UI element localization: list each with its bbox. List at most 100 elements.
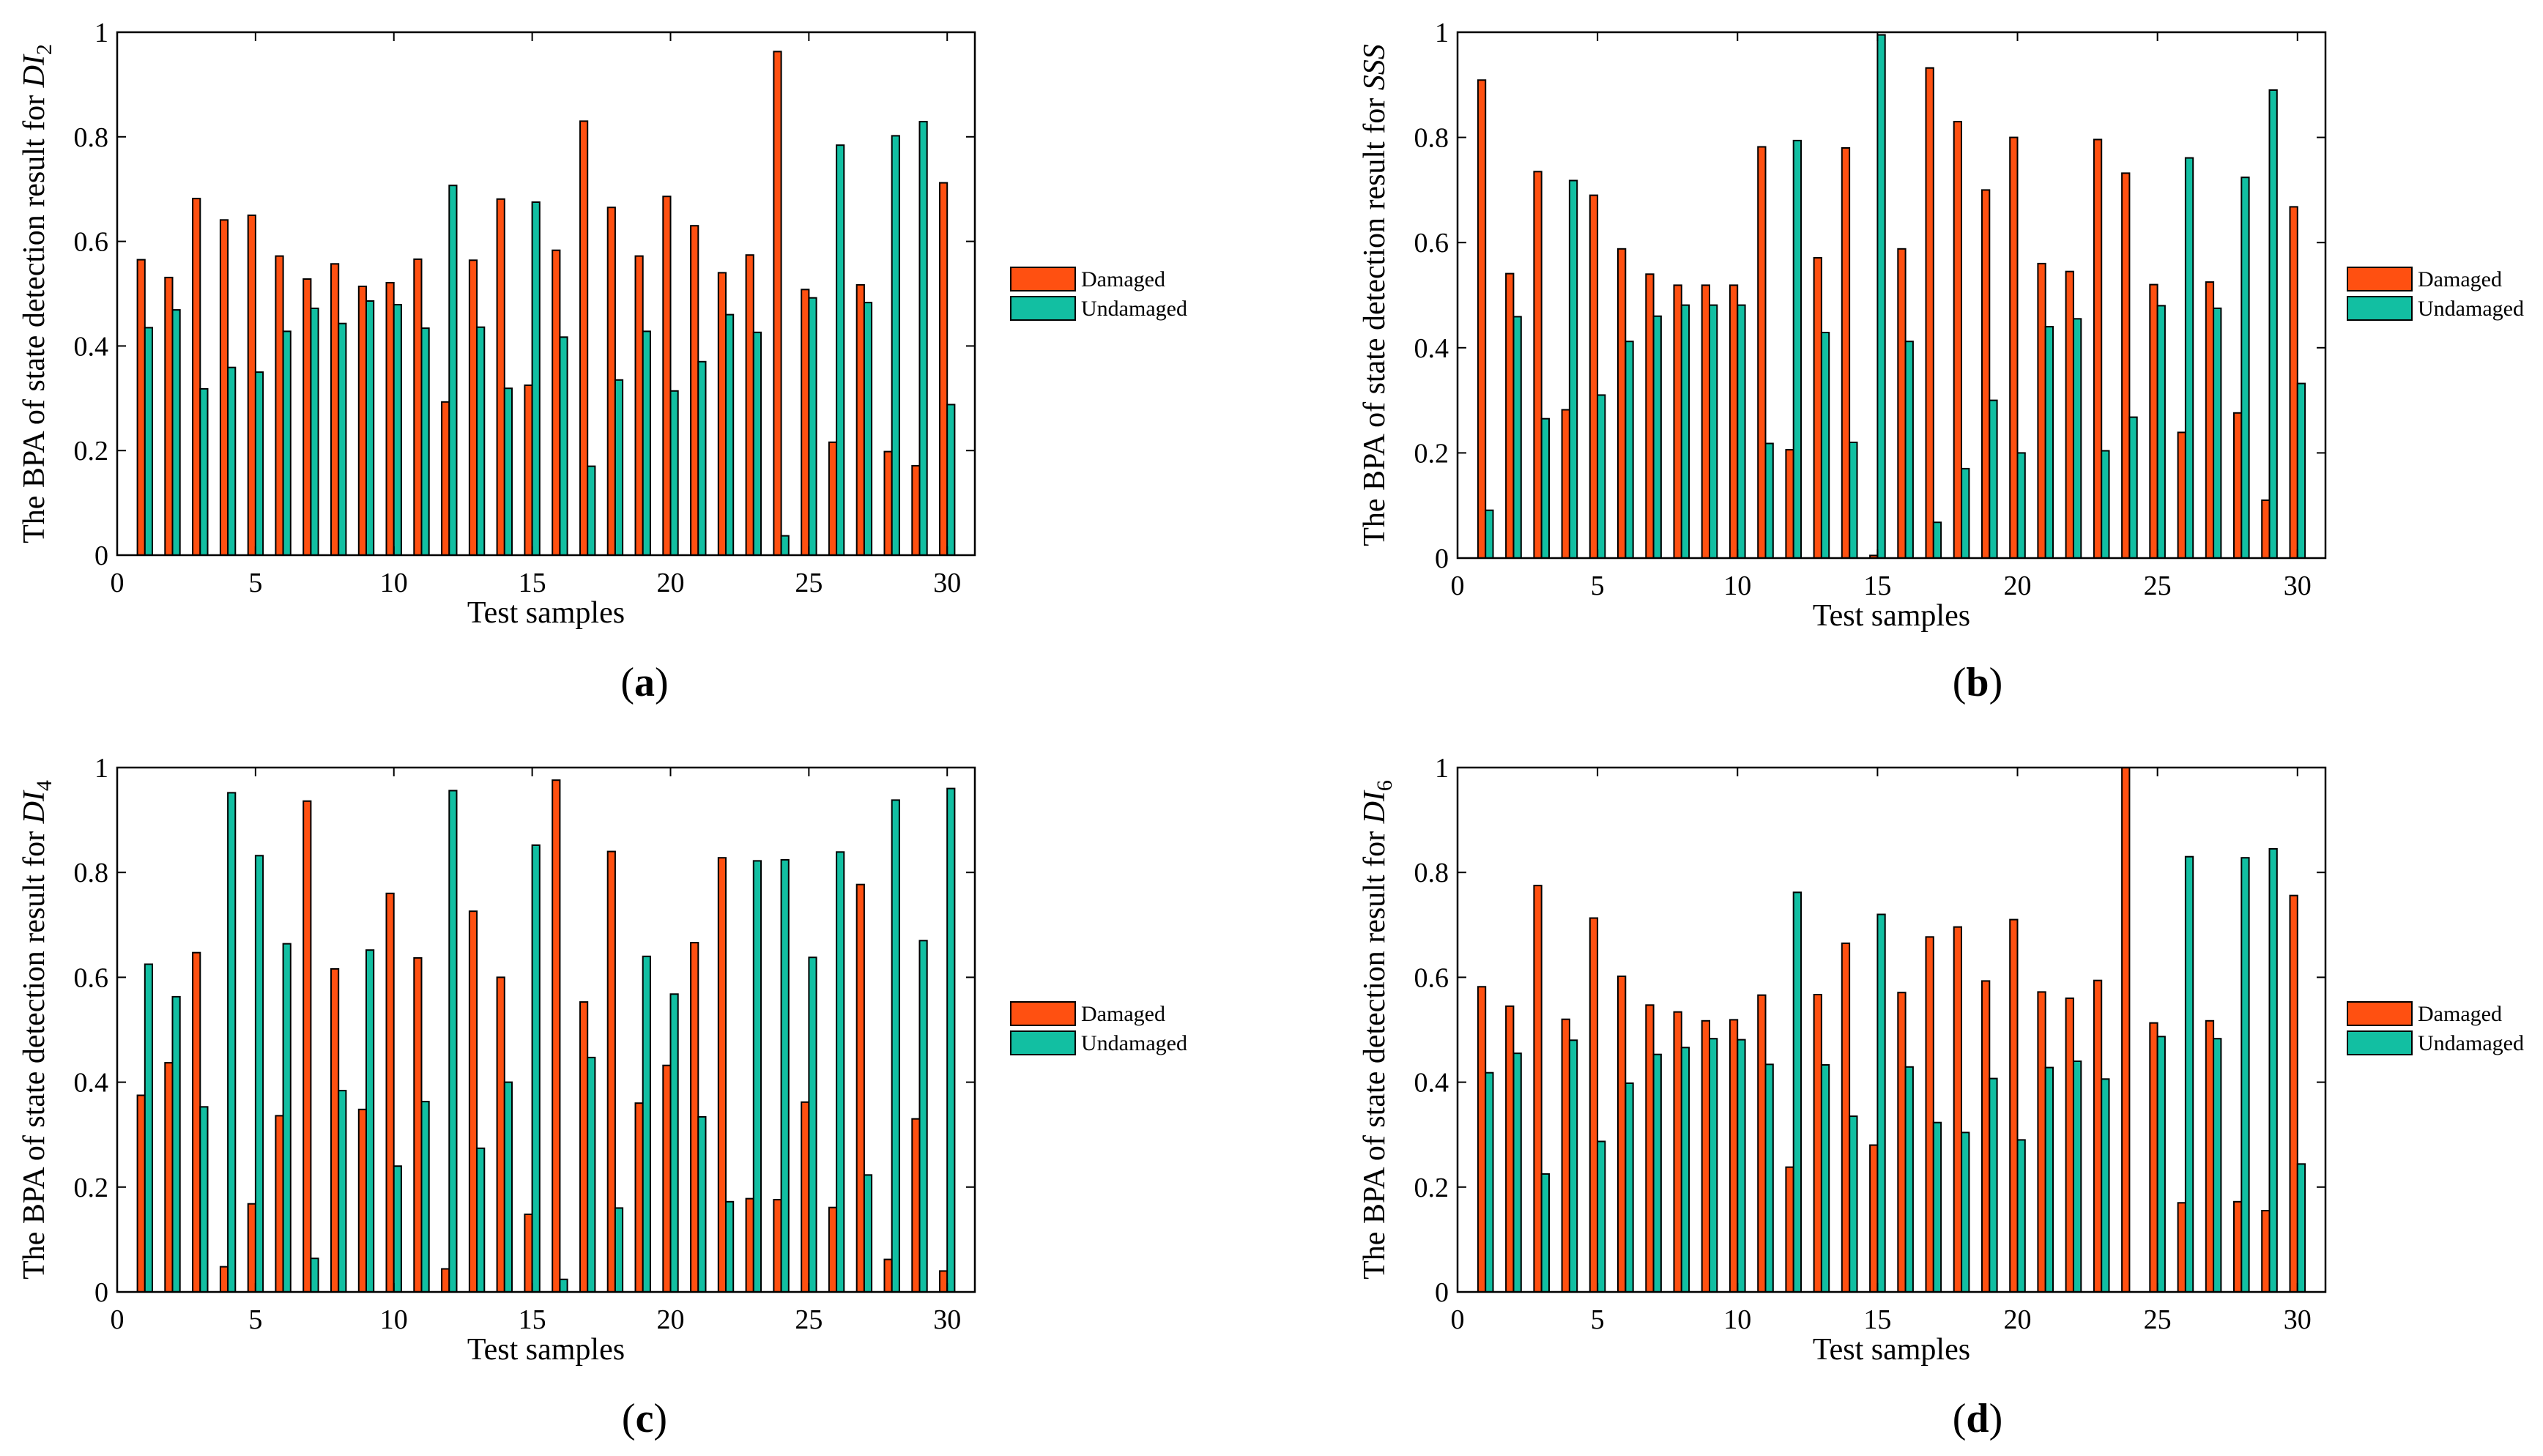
x-axis-label: Test samples <box>1813 599 1970 633</box>
panel-caption: (d) <box>1953 1396 2002 1441</box>
bar-damaged <box>164 276 174 556</box>
bar-undamaged <box>1737 1039 1746 1293</box>
bar-damaged <box>1589 194 1599 559</box>
bar-undamaged <box>1820 332 1830 559</box>
bar-undamaged <box>1568 179 1578 559</box>
bar-undamaged <box>642 330 651 556</box>
x-axis-label: Test samples <box>1813 1333 1970 1367</box>
bar-undamaged <box>1680 304 1690 559</box>
x-tick-label: 15 <box>519 568 546 598</box>
x-tick-label: 30 <box>2284 1304 2312 1335</box>
x-tick-label: 15 <box>1863 1304 1891 1335</box>
panel-caption: (a) <box>620 660 668 705</box>
y-axis-label: The BPA of state detection result for DI… <box>18 44 56 543</box>
bar-damaged <box>552 779 561 1293</box>
bar-damaged <box>219 1266 229 1293</box>
bar-undamaged <box>2128 416 2138 559</box>
bar-undamaged <box>310 1258 319 1293</box>
bar-damaged <box>1813 257 1822 559</box>
legend-label-undamaged: Undamaged <box>1081 297 1187 321</box>
bar-damaged <box>1645 273 1655 559</box>
bar-damaged <box>552 249 561 556</box>
y-axis-label-text: The BPA of state detection result for <box>18 87 51 543</box>
bar-damaged <box>136 259 146 556</box>
y-tick-label: 0.6 <box>74 227 109 258</box>
bar-damaged <box>496 976 505 1293</box>
y-axis-label: The BPA of state detection result for SS… <box>1358 44 1392 546</box>
bar-damaged <box>1897 248 1907 559</box>
bar-undamaged <box>946 404 956 557</box>
plot-frame <box>1456 766 2327 1293</box>
bar-damaged <box>192 951 201 1293</box>
bar-damaged <box>1981 980 1991 1293</box>
y-axis-label: The BPA of state detection result for DI… <box>1358 780 1397 1279</box>
bar-damaged <box>2121 767 2131 1293</box>
y-tick-label: 0.6 <box>1414 228 1449 259</box>
bar-damaged <box>1757 146 1767 559</box>
bar-damaged <box>2093 979 2103 1293</box>
bar-undamaged <box>1792 139 1802 559</box>
bar-undamaged <box>476 1147 486 1293</box>
bar-damaged <box>634 255 644 556</box>
bar-undamaged <box>199 1106 209 1293</box>
bar-undamaged <box>1961 1132 1970 1293</box>
x-tick-label: 15 <box>1863 571 1891 601</box>
bar-damaged <box>690 942 699 1293</box>
bar-undamaged <box>669 390 679 556</box>
y-tick-label: 0 <box>94 1277 108 1308</box>
plot-frame <box>116 31 976 557</box>
bar-undamaged <box>503 1081 513 1293</box>
bar-damaged <box>2065 998 2074 1293</box>
bar-undamaged <box>144 963 154 1293</box>
bar-damaged <box>1785 1166 1794 1293</box>
bar-undamaged <box>2073 1061 2082 1293</box>
bar-undamaged <box>1540 1173 1550 1293</box>
bar-damaged <box>1925 67 1934 560</box>
bar-damaged <box>1729 284 1739 559</box>
legend: Damaged Undamaged <box>1010 1001 1187 1055</box>
bar-damaged <box>1533 171 1542 560</box>
legend-label-damaged: Damaged <box>2418 267 2502 291</box>
bar-damaged <box>855 283 865 556</box>
y-tick-label: 0.8 <box>74 122 109 153</box>
bar-undamaged <box>2296 382 2306 559</box>
legend: Damaged Undamaged <box>2347 267 2524 321</box>
x-tick-label: 30 <box>933 568 961 598</box>
bar-damaged <box>773 51 782 556</box>
legend-label-undamaged: Undamaged <box>2418 1031 2524 1055</box>
bar-undamaged <box>2184 157 2194 560</box>
bar-undamaged <box>780 859 790 1293</box>
bar-damaged <box>302 278 312 556</box>
x-tick-label: 20 <box>656 568 684 598</box>
bar-undamaged <box>365 300 375 556</box>
legend-swatch-undamaged <box>1010 296 1076 321</box>
bar-damaged <box>1477 986 1487 1293</box>
x-tick-label: 25 <box>2144 571 2172 601</box>
bar-damaged <box>2009 918 2019 1293</box>
bar-damaged <box>717 272 727 556</box>
bar-undamaged <box>171 995 181 1293</box>
bar-undamaged <box>338 322 347 556</box>
x-tick-label: 25 <box>795 568 823 598</box>
bar-undamaged <box>918 940 928 1293</box>
bar-undamaged <box>863 1174 873 1293</box>
y-tick-label: 1 <box>94 753 108 784</box>
x-tick-label: 5 <box>1591 571 1605 601</box>
bar-undamaged <box>2268 89 2278 559</box>
bar-undamaged <box>2296 1163 2306 1293</box>
bar-damaged <box>524 1214 533 1293</box>
y-tick-label: 0.8 <box>1414 123 1449 154</box>
bar-damaged <box>579 120 589 556</box>
caption-open-paren: ( <box>620 660 634 705</box>
bar-damaged <box>606 850 616 1293</box>
bar-undamaged <box>1485 1071 1494 1293</box>
bar-damaged <box>2205 1019 2215 1293</box>
bar-damaged <box>1925 936 1934 1293</box>
bar-undamaged <box>697 1115 707 1293</box>
bar-damaged <box>357 1108 367 1293</box>
bar-undamaged <box>254 371 264 556</box>
bar-damaged <box>1533 885 1542 1293</box>
bar-undamaged <box>2213 307 2222 559</box>
bar-damaged <box>2205 281 2215 559</box>
bar-undamaged <box>2073 318 2082 559</box>
